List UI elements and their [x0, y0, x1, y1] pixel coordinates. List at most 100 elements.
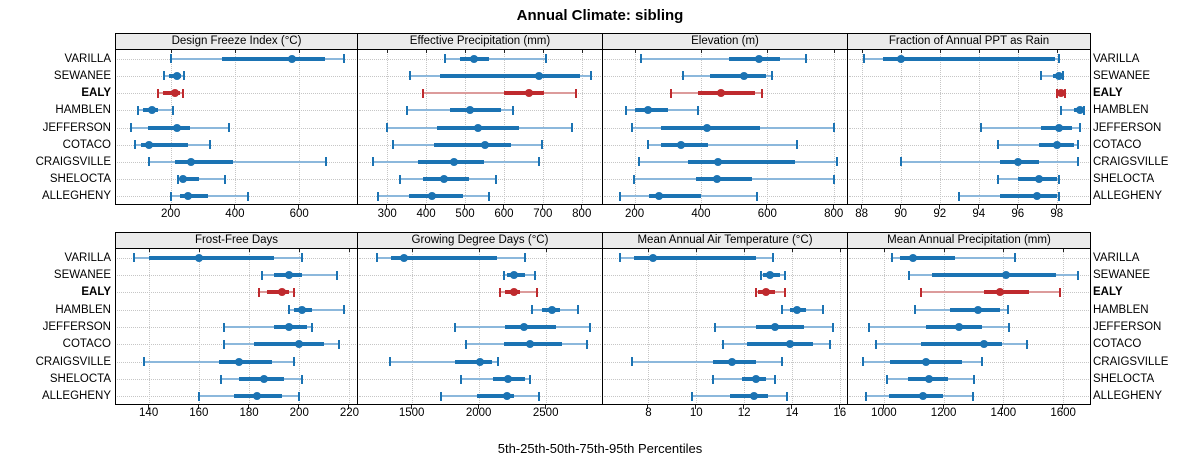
whisker-cap-high [836, 157, 839, 167]
whisker-cap-high [585, 339, 588, 349]
tick-mark-bottom [541, 205, 543, 209]
whisker-line [900, 160, 1079, 163]
median-dot [173, 123, 182, 132]
tick-mark-bottom [1002, 405, 1004, 409]
row-label-right-shelocta: SHELOCTA [1093, 373, 1155, 385]
median-dot [896, 54, 905, 63]
whisker-cap-high [538, 157, 541, 167]
whisker-cap-low [169, 54, 172, 64]
median-dot [1033, 192, 1042, 201]
row-label-right-varilla: VARILLA [1093, 52, 1140, 65]
tick-mark-top [170, 50, 172, 53]
whisker-cap-high [300, 374, 303, 384]
tick-mark-top [478, 249, 480, 252]
tick-mark-bottom [699, 205, 701, 209]
iqr-line [899, 255, 955, 260]
tick-mark-top [861, 50, 863, 53]
whisker-cap-high [574, 88, 577, 98]
iqr-line [174, 159, 233, 164]
row-label-left-hamblen: HAMBLEN [55, 104, 111, 117]
iqr-line [709, 73, 766, 78]
whisker-cap-low [460, 374, 463, 384]
whisker-cap-high [343, 305, 346, 315]
whisker-cap-high [544, 54, 547, 64]
whisker-cap-high [1006, 305, 1009, 315]
whisker-cap-low [389, 357, 392, 367]
tick-mark-bottom [580, 205, 582, 209]
iqr-line [454, 359, 493, 364]
median-dot [285, 271, 294, 279]
whisker-cap-low [1040, 71, 1043, 81]
row-label-right-jefferson: JEFFERSON [1093, 121, 1162, 134]
whisker-cap-high [310, 322, 313, 332]
tick-label: 2500 [532, 407, 559, 419]
tick-mark-top [545, 249, 547, 252]
median-dot [173, 71, 182, 80]
median-dot [752, 375, 761, 383]
whisker-cap-high [338, 339, 341, 349]
whisker-cap-low [177, 174, 180, 184]
whisker-cap-high [537, 391, 540, 401]
whisker-line [980, 126, 1081, 129]
tick-label: 800 [572, 208, 592, 220]
tick-mark-top [839, 249, 841, 252]
whisker-cap-high [293, 287, 296, 297]
row-label-left-jefferson: JEFFERSON [42, 321, 111, 333]
tick-mark-top [148, 249, 150, 252]
median-dot [503, 392, 512, 401]
iqr-line [222, 56, 325, 61]
whisker-cap-low [640, 54, 643, 64]
whisker-cap-high [497, 357, 500, 367]
tick-mark-top [503, 50, 505, 53]
median-dot [755, 54, 764, 63]
whisker-cap-low [890, 253, 893, 263]
tick-label: 92 [933, 208, 947, 220]
whisker-cap-low [875, 339, 878, 349]
median-dot [504, 375, 513, 383]
tick-mark-bottom [1055, 205, 1057, 209]
whisker-cap-low [997, 140, 1000, 150]
iqr-line [921, 342, 1002, 347]
whisker-cap-low [781, 305, 784, 315]
whisker-cap-low [440, 391, 443, 401]
whisker-line [149, 160, 326, 163]
tick-mark-top [299, 50, 301, 53]
gridline-v [411, 250, 413, 403]
figure-title: Annual Climate: sibling [516, 7, 684, 24]
gridline-v [581, 51, 583, 203]
tick-mark-bottom [977, 205, 979, 209]
tick-label: 1400 [990, 407, 1017, 419]
gridline-h [604, 292, 846, 294]
whisker-cap-high [172, 105, 175, 115]
tick-label: 12 [737, 407, 751, 419]
whisker-cap-low [759, 270, 762, 280]
whisker-cap-low [222, 339, 225, 349]
median-dot [1054, 71, 1063, 80]
whisker-cap-low [914, 305, 917, 315]
median-dot [979, 340, 988, 349]
tick-mark-top [349, 249, 351, 252]
whisker-cap-low [624, 105, 627, 115]
whisker-cap-low [443, 54, 446, 64]
whisker-cap-high [786, 391, 789, 401]
whisker-cap-high [494, 174, 497, 184]
gridline-v [648, 250, 650, 403]
iqr-line [697, 91, 756, 96]
panel-strip-frost-free-days: Frost-Free Days [115, 232, 358, 249]
median-dot [439, 175, 448, 184]
iqr-line [179, 194, 208, 199]
median-dot [145, 140, 154, 149]
whisker-cap-high [343, 54, 346, 64]
median-dot [739, 71, 748, 80]
whisker-cap-high [182, 88, 185, 98]
median-dot [1056, 89, 1065, 98]
tick-mark-top [833, 50, 835, 53]
row-label-right-allegheny: ALLEGHENY [1093, 190, 1163, 203]
whisker-line [444, 57, 546, 60]
iqr-line [746, 342, 814, 347]
row-label-right-ealy: EALY [1093, 87, 1123, 100]
median-dot [1076, 106, 1085, 115]
median-dot [526, 340, 535, 349]
tick-mark-top [939, 50, 941, 53]
